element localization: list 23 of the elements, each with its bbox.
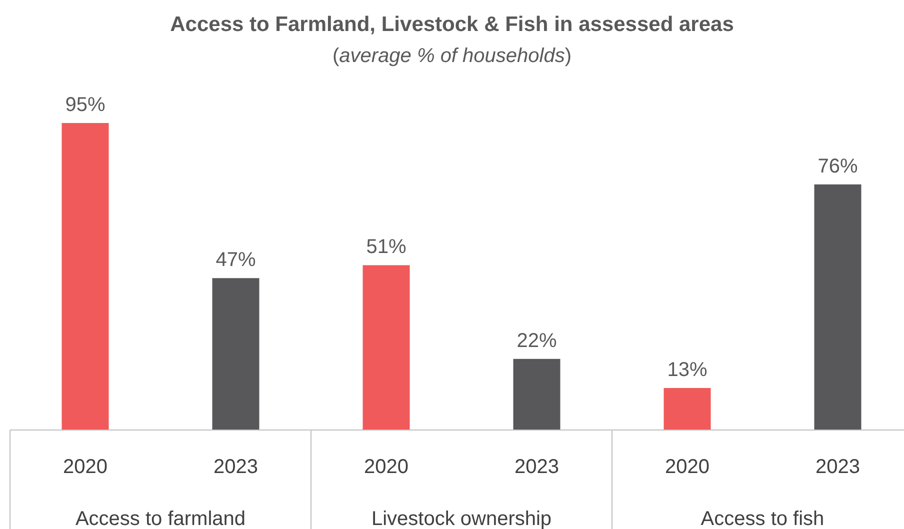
text: 2023 bbox=[514, 456, 559, 478]
data-label: 95% bbox=[65, 94, 106, 116]
bar bbox=[362, 265, 410, 430]
data-label: 76% bbox=[818, 155, 858, 178]
data-label: 13% bbox=[667, 358, 708, 381]
text: 2020 bbox=[665, 456, 710, 478]
bar bbox=[664, 388, 711, 430]
text: 2020 bbox=[364, 456, 408, 478]
bar bbox=[814, 184, 862, 430]
bar bbox=[62, 123, 109, 430]
text: 2023 bbox=[816, 456, 860, 478]
series-label: 2020 bbox=[63, 456, 108, 478]
data-label: 51% bbox=[366, 236, 406, 258]
bar bbox=[212, 278, 260, 430]
data-label: 22% bbox=[516, 330, 557, 352]
chart-subtitle: (average % of households) bbox=[332, 45, 572, 67]
data-label: 47% bbox=[216, 249, 256, 272]
x-tick-label: Access to farmland bbox=[75, 508, 246, 529]
bar bbox=[513, 358, 560, 430]
series-label: 2023 bbox=[214, 456, 258, 478]
x-tick-label: Livestock ownership bbox=[371, 508, 552, 529]
chart-title: Access to Farmland, Livestock & Fish in assessed areas bbox=[170, 13, 734, 36]
x-tick-label: Access to fish bbox=[700, 508, 824, 529]
